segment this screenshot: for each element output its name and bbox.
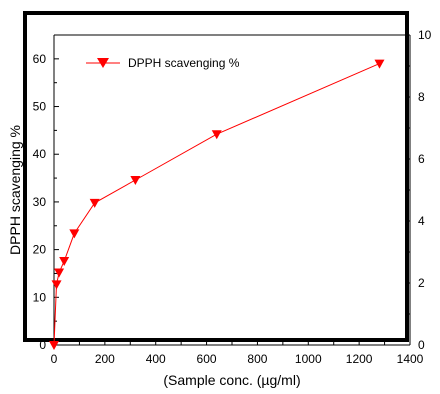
y2-tick-label: 0 <box>418 338 425 352</box>
y-tick-label: 60 <box>33 52 47 66</box>
data-point <box>51 280 62 290</box>
x-tick-label: 400 <box>146 352 166 366</box>
y2-tick-label: 8 <box>418 90 425 104</box>
series-line <box>53 63 380 346</box>
y2-tick-label: 4 <box>418 214 425 228</box>
x-tick-label: 0 <box>51 352 58 366</box>
x-tick-label: 200 <box>95 352 115 366</box>
data-point <box>54 268 65 278</box>
y2-tick-label: 2 <box>418 276 425 290</box>
y-tick-label: 40 <box>33 147 47 161</box>
plot-axes <box>53 34 411 346</box>
x-tick-label: 1000 <box>295 352 322 366</box>
legend-marker <box>97 58 109 68</box>
y-tick-label: 50 <box>33 100 47 114</box>
data-point <box>211 130 222 140</box>
x-axis-label: (Sample conc. (µg/ml) <box>163 372 300 388</box>
data-point <box>69 229 80 239</box>
y2-tick-label: 6 <box>418 152 425 166</box>
y-axis-label: DPPH scavenging % <box>7 125 23 255</box>
x-tick-label: 800 <box>247 352 267 366</box>
data-point <box>49 341 59 350</box>
data-point <box>89 198 100 208</box>
outer-frame <box>23 11 409 342</box>
y-tick-label: 30 <box>33 195 47 209</box>
legend-label: DPPH scavenging % <box>128 56 240 70</box>
y-tick-label: 10 <box>33 290 47 304</box>
y-tick-label: 0 <box>39 338 46 352</box>
x-tick-label: 1200 <box>346 352 373 366</box>
y-tick-label: 20 <box>33 243 47 257</box>
y2-tick-label: 10 <box>418 28 432 42</box>
legend: DPPH scavenging % <box>86 56 240 70</box>
x-tick-label: 1400 <box>397 352 424 366</box>
data-point <box>59 257 70 267</box>
data-point <box>374 59 385 69</box>
x-tick-label: 600 <box>197 352 217 366</box>
data-point <box>130 175 141 185</box>
